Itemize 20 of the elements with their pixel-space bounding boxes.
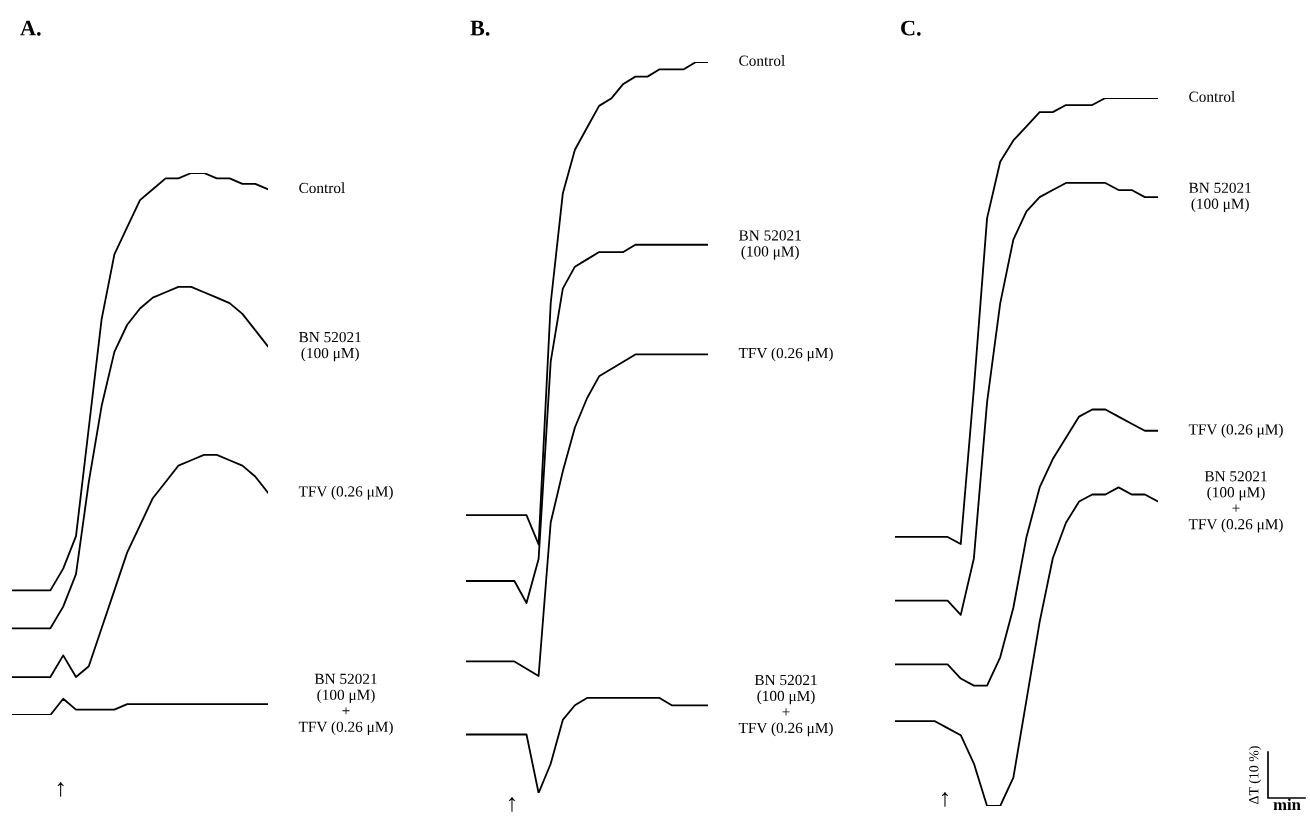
text: min — [1273, 798, 1301, 811]
chart-title: A. — [20, 20, 41, 36]
text: ↑ — [509, 796, 515, 812]
chart-title: C. — [901, 20, 921, 36]
text: TFV (0.26 μM) — [1188, 423, 1283, 438]
text: BN 52021 (100 μM) — [298, 331, 361, 362]
text: TFV (0.26 μM) — [738, 347, 833, 362]
text: BN 52021 (100 μM) + TFV (0.26 μM) — [298, 673, 393, 736]
text: Control — [299, 182, 345, 194]
text: Control — [739, 55, 785, 66]
text: Control — [1189, 91, 1235, 102]
text: BN 52021 (100 μM) — [1188, 182, 1251, 213]
text: TFV (0.26 μM) — [298, 485, 393, 500]
text: BN 52021 (100 μM) — [738, 230, 801, 260]
text: ↑ — [57, 781, 64, 797]
text: BN 52021 (100 μM) + TFV (0.26 μM) — [1188, 471, 1283, 533]
annotation: ↑ — [942, 791, 948, 807]
text: BN 52021 (100 μM) + TFV (0.26 μM) — [738, 674, 833, 737]
text: ΔT (10 %) — [1248, 746, 1262, 804]
chart-title: B. — [470, 20, 490, 36]
